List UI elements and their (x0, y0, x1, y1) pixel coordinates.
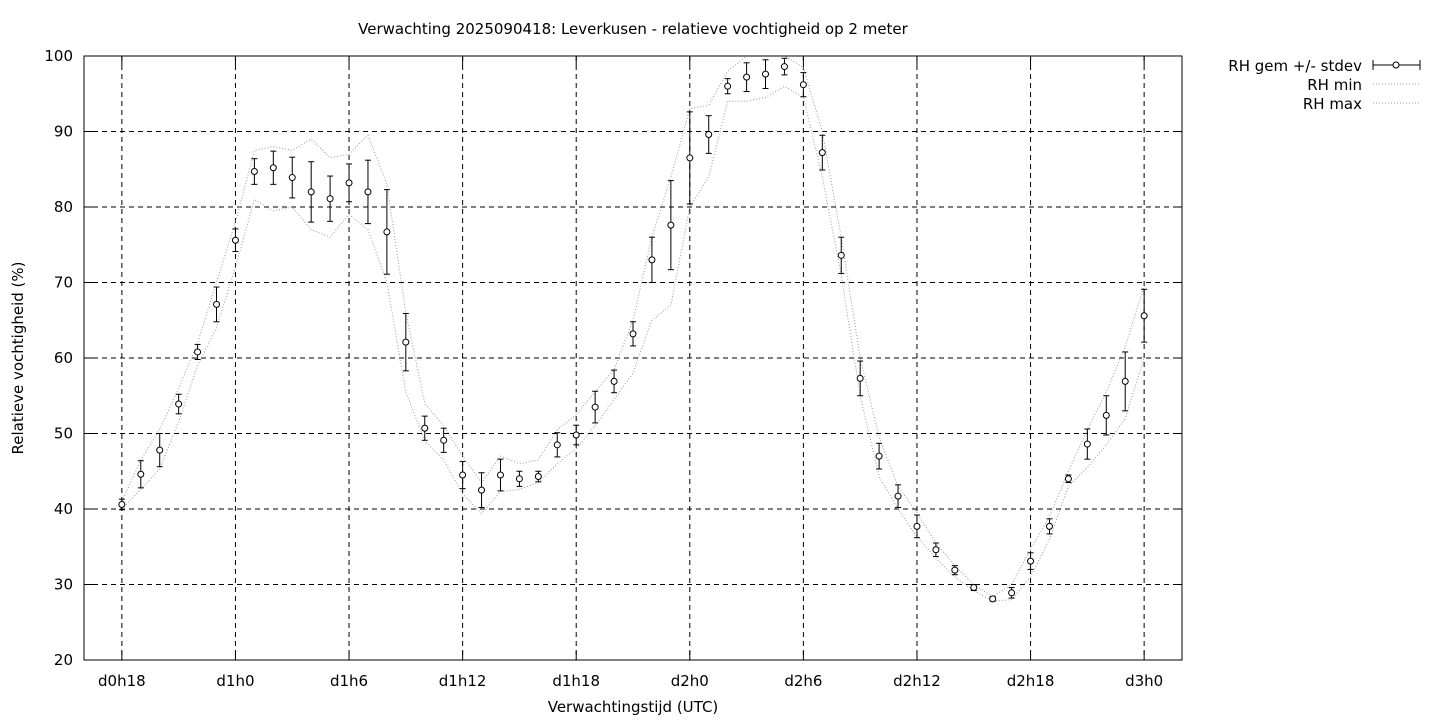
data-point (1121, 377, 1129, 385)
x-tick-label: d3h0 (1125, 672, 1163, 690)
data-point (780, 63, 788, 71)
data-point (269, 164, 277, 172)
legend-label-mean: RH gem +/- stdev (1228, 57, 1362, 75)
data-point (970, 584, 978, 592)
mean-points (118, 63, 1148, 603)
data-point (156, 446, 164, 454)
data-point (1083, 440, 1091, 448)
data-point (421, 424, 429, 432)
data-point (231, 236, 239, 244)
data-point (440, 436, 448, 444)
data-point (478, 486, 486, 494)
data-point (345, 179, 353, 187)
y-axis-label: Relatieve vochtigheid (%) (9, 261, 27, 454)
data-point (667, 221, 675, 229)
data-point (1064, 475, 1072, 483)
data-point (989, 595, 997, 603)
data-point (951, 566, 959, 574)
data-point (326, 195, 334, 203)
x-axis-label: Verwachtingstijd (UTC) (548, 698, 719, 716)
y-tick-label: 50 (54, 425, 73, 443)
error-bars (118, 57, 1148, 602)
y-tick-label: 60 (54, 349, 73, 367)
gridlines (84, 56, 1182, 660)
data-point (118, 500, 126, 508)
data-point (648, 256, 656, 264)
data-point (932, 546, 940, 554)
data-point (250, 168, 258, 176)
y-tick-label: 30 (54, 576, 73, 594)
data-point (705, 131, 713, 139)
data-point (515, 475, 523, 483)
data-point (1045, 522, 1053, 530)
y-tick-label: 70 (54, 274, 73, 292)
data-point (213, 300, 221, 308)
data-point (629, 330, 637, 338)
data-point (610, 377, 618, 385)
data-point (913, 522, 921, 530)
data-point (762, 70, 770, 78)
x-tick-label: d0h18 (98, 672, 146, 690)
y-tick-label: 20 (54, 651, 73, 669)
data-point (1008, 589, 1016, 597)
data-point (837, 251, 845, 259)
data-point (686, 154, 694, 162)
data-point (459, 471, 467, 479)
x-tick-label: d1h0 (216, 672, 254, 690)
data-point (553, 441, 561, 449)
x-tick-label: d2h18 (1007, 672, 1055, 690)
legend-label-max: RH max (1303, 95, 1362, 113)
y-tick-label: 40 (54, 500, 73, 518)
legend-label-min: RH min (1307, 76, 1362, 94)
chart-title: Verwachting 2025090418: Leverkusen - rel… (358, 20, 909, 38)
data-point (799, 81, 807, 89)
data-point (894, 492, 902, 500)
data-point (288, 174, 296, 182)
data-point (364, 188, 372, 196)
x-axis-ticks: d0h18 d1h0 d1h6 d1h12 d1h18 d2h0 d2h6 d2h12 d2h1… (98, 56, 1163, 690)
data-point (496, 471, 504, 479)
y-tick-label: 80 (54, 198, 73, 216)
data-point (307, 188, 315, 196)
data-point (402, 338, 410, 346)
data-point (1140, 312, 1148, 320)
data-point (743, 73, 751, 81)
data-point (724, 82, 732, 90)
x-tick-label: d2h12 (893, 672, 941, 690)
x-tick-label: d2h0 (671, 672, 709, 690)
data-point (137, 470, 145, 478)
y-axis-ticks: 20 30 40 50 60 70 80 90 100 (44, 47, 1182, 669)
x-tick-label: d1h6 (330, 672, 368, 690)
x-tick-label: d1h18 (552, 672, 600, 690)
data-point (875, 452, 883, 460)
data-point (1027, 557, 1035, 565)
x-tick-label: d1h12 (439, 672, 487, 690)
data-point (572, 431, 580, 439)
data-point (383, 228, 391, 236)
legend-swatch-mean (1372, 60, 1421, 70)
data-point (818, 149, 826, 157)
data-point (856, 374, 864, 382)
data-point (1102, 411, 1110, 419)
y-tick-label: 100 (44, 47, 73, 65)
y-tick-label: 90 (54, 123, 73, 141)
data-point (534, 473, 542, 481)
data-point (591, 403, 599, 411)
data-point (175, 400, 183, 408)
data-point (194, 348, 202, 356)
x-tick-label: d2h6 (784, 672, 822, 690)
legend: RH gem +/- stdev RH min RH max (1228, 57, 1421, 113)
